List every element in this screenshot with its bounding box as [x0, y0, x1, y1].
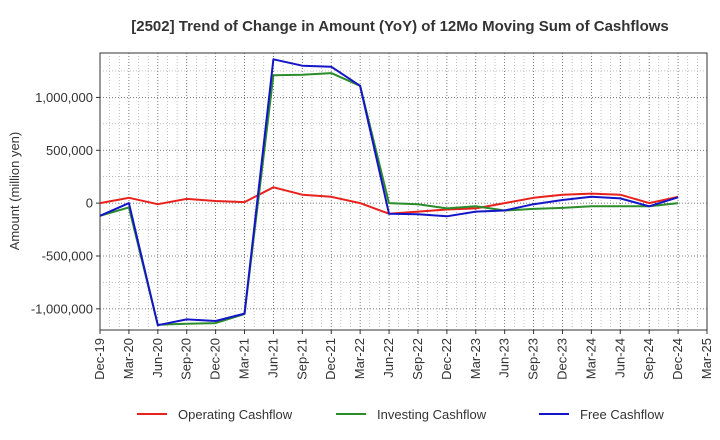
x-tick-label: Dec-23 — [554, 338, 569, 380]
x-tick-label: Mar-25 — [699, 338, 714, 379]
series-line-investing-cashflow — [99, 72, 679, 326]
x-tick-label: Jun-20 — [150, 338, 165, 378]
x-tick-label: Mar-21 — [237, 338, 252, 379]
x-tick-label: Jun-23 — [497, 338, 512, 378]
y-tick-label: 0 — [86, 196, 93, 211]
x-tick-label: Jun-24 — [612, 338, 627, 378]
x-tick-label: Mar-20 — [121, 338, 136, 379]
x-tick-label: Dec-21 — [323, 338, 338, 380]
series-layer — [99, 58, 679, 327]
legend-label: Investing Cashflow — [377, 407, 487, 422]
legend-label: Free Cashflow — [580, 407, 664, 422]
grid — [100, 53, 707, 330]
x-tick-label: Mar-22 — [352, 338, 367, 379]
x-tick-label: Sep-22 — [410, 338, 425, 380]
chart-title: [2502] Trend of Change in Amount (YoY) o… — [131, 18, 669, 35]
x-tick-label: Mar-24 — [583, 338, 598, 379]
legend: Operating Cashflow Investing Cashflow Free… — [137, 407, 664, 422]
x-tick-label: Sep-20 — [179, 338, 194, 380]
y-axis: -1,000,000 -500,000 0 500,000 1,000,000 — [31, 90, 100, 316]
x-tick-label: Dec-19 — [92, 338, 107, 380]
legend-label: Operating Cashflow — [178, 407, 293, 422]
y-tick-label: 500,000 — [46, 143, 93, 158]
series-line-free-cashflow — [99, 58, 679, 327]
plot-frame — [99, 52, 708, 331]
x-tick-label: Sep-23 — [526, 338, 541, 380]
x-tick-label: Sep-21 — [294, 338, 309, 380]
y-tick-label: -500,000 — [42, 248, 93, 263]
x-tick-label: Dec-20 — [208, 338, 223, 380]
x-tick-label: Dec-24 — [670, 338, 685, 380]
x-tick-label: Mar-23 — [468, 338, 483, 379]
x-tick-label: Jun-22 — [381, 338, 396, 378]
y-tick-label: 1,000,000 — [35, 90, 93, 105]
y-tick-label: -1,000,000 — [31, 301, 93, 316]
x-tick-label: Jun-21 — [265, 338, 280, 378]
y-axis-label: Amount (million yen) — [7, 132, 22, 251]
x-tick-label: Sep-24 — [641, 338, 656, 380]
x-tick-label: Dec-22 — [439, 338, 454, 380]
x-axis: Dec-19 Mar-20 Jun-20 Sep-20 Dec-20 Mar-21 Jun-… — [92, 330, 714, 380]
